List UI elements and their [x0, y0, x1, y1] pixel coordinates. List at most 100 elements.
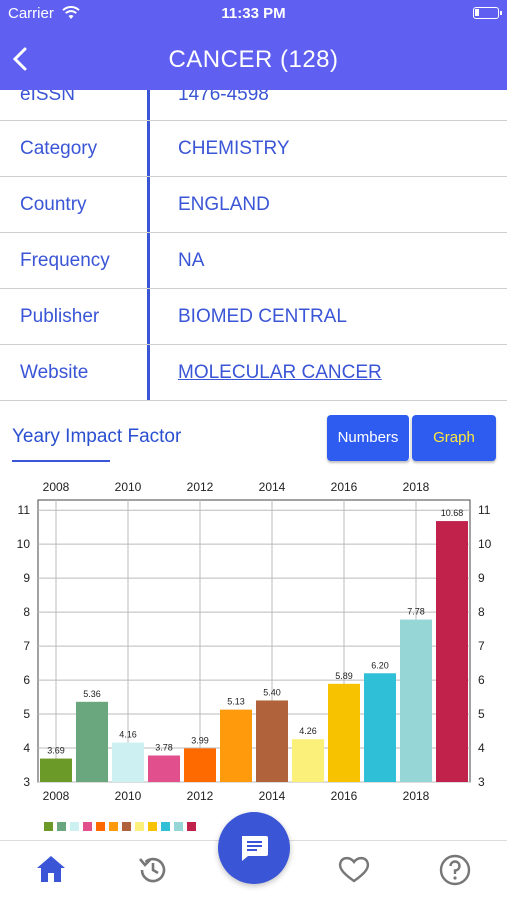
- row-divider: [147, 90, 150, 120]
- title-underline: [12, 460, 110, 462]
- bar-value-label: 5.40: [263, 687, 281, 697]
- y-tick-label-left: 7: [23, 639, 30, 653]
- legend-swatch: [161, 822, 170, 831]
- chevron-left-icon: [12, 47, 27, 71]
- chart-legend: [44, 818, 200, 831]
- journal-details-table: eISSN 1476-4598 Category CHEMISTRY Count…: [0, 90, 507, 401]
- graph-tab-button[interactable]: Graph: [412, 415, 496, 461]
- bar-value-label: 3.99: [191, 735, 209, 745]
- clock: 11:33 PM: [221, 5, 286, 22]
- detail-label: Publisher: [20, 306, 100, 327]
- detail-label: Country: [20, 194, 87, 215]
- heart-icon: [338, 856, 370, 883]
- bar-2010: [112, 742, 144, 782]
- bar-2014: [256, 700, 288, 782]
- detail-label: Category: [20, 138, 98, 159]
- legend-swatch: [70, 822, 79, 831]
- x-tick-label-top: 2018: [403, 480, 430, 494]
- y-tick-label-right: 9: [478, 571, 485, 585]
- wifi-icon: [62, 6, 80, 24]
- page-title: CANCER (128): [168, 46, 339, 73]
- bar-2016: [328, 683, 360, 782]
- bar-2015: [292, 739, 324, 782]
- website-link[interactable]: MOLECULAR CANCER: [178, 362, 382, 383]
- bar-2012: [184, 748, 216, 782]
- help-icon: [439, 854, 471, 886]
- y-tick-label-left: 5: [23, 707, 30, 721]
- legend-swatch: [83, 822, 92, 831]
- y-tick-label-right: 10: [478, 537, 492, 551]
- back-button[interactable]: [10, 46, 30, 77]
- battery-icon: [473, 7, 502, 19]
- x-tick-label-bottom: 2008: [43, 789, 70, 803]
- carrier-label: Carrier: [8, 5, 54, 22]
- detail-label: Website: [20, 362, 89, 383]
- legend-swatch: [44, 822, 53, 831]
- row-divider: [147, 121, 150, 176]
- bar-value-label: 5.36: [83, 689, 101, 699]
- detail-row-website: Website MOLECULAR CANCER: [0, 345, 507, 401]
- bar-value-label: 5.89: [335, 671, 353, 681]
- y-tick-label-right: 4: [478, 741, 485, 755]
- y-tick-label-right: 11: [478, 503, 491, 517]
- legend-swatch: [122, 822, 131, 831]
- bar-2013: [220, 709, 252, 782]
- y-tick-label-left: 11: [18, 503, 31, 517]
- legend-swatch: [174, 822, 183, 831]
- bar-2017: [364, 673, 396, 782]
- y-tick-label-left: 9: [23, 571, 30, 585]
- bar-2008: [40, 758, 72, 782]
- row-divider: [147, 177, 150, 232]
- legend-swatch: [109, 822, 118, 831]
- impact-factor-title: Yeary Impact Factor: [12, 426, 182, 447]
- tab-help[interactable]: [438, 853, 472, 892]
- legend-swatch: [96, 822, 105, 831]
- bar-2019: [436, 521, 468, 782]
- history-icon: [139, 857, 166, 883]
- numbers-tab-button[interactable]: Numbers: [327, 415, 410, 461]
- detail-row-country: Country ENGLAND: [0, 177, 507, 233]
- tab-history[interactable]: [136, 853, 170, 892]
- detail-value: BIOMED CENTRAL: [178, 306, 347, 327]
- detail-label: Frequency: [20, 250, 110, 271]
- detail-row-publisher: Publisher BIOMED CENTRAL: [0, 289, 507, 345]
- tab-favorites[interactable]: [337, 853, 371, 890]
- bar-value-label: 3.78: [155, 742, 173, 752]
- bar-value-label: 10.68: [441, 508, 464, 518]
- detail-row-frequency: Frequency NA: [0, 233, 507, 289]
- x-tick-label-top: 2014: [259, 480, 286, 494]
- chat-button[interactable]: [218, 812, 290, 884]
- bar-value-label: 7.78: [407, 607, 425, 617]
- x-tick-label-top: 2008: [43, 480, 70, 494]
- legend-swatch: [148, 822, 157, 831]
- impact-factor-chart: 3 3 4 4 5 5 6 6 7 7 8 8 9 9 10 10 11 11 2008 2008 2010 2010 20…: [17, 480, 492, 803]
- y-tick-label-left: 3: [23, 775, 30, 789]
- detail-value: NA: [178, 250, 205, 271]
- row-divider: [147, 345, 150, 400]
- detail-value: ENGLAND: [178, 194, 270, 215]
- legend-swatch: [187, 822, 196, 831]
- status-bar: Carrier 11:33 PM: [0, 0, 507, 28]
- y-tick-label-right: 8: [478, 605, 485, 619]
- row-divider: [147, 233, 150, 288]
- bar-value-label: 5.13: [227, 697, 245, 707]
- bar-value-label: 4.16: [119, 730, 137, 740]
- bar-value-label: 3.69: [47, 746, 65, 756]
- tab-home[interactable]: [34, 853, 68, 890]
- x-tick-label-bottom: 2018: [403, 789, 430, 803]
- home-icon: [37, 856, 65, 882]
- x-tick-label-bottom: 2010: [115, 789, 142, 803]
- x-tick-label-bottom: 2014: [259, 789, 286, 803]
- y-tick-label-left: 4: [23, 741, 30, 755]
- y-tick-label-right: 5: [478, 707, 485, 721]
- bar-2018: [400, 619, 432, 782]
- x-tick-label-top: 2016: [331, 480, 358, 494]
- detail-value: CHEMISTRY: [178, 138, 290, 159]
- detail-row-eissn: eISSN 1476-4598: [0, 90, 507, 121]
- bar-value-label: 6.20: [371, 660, 389, 670]
- y-tick-label-left: 8: [23, 605, 30, 619]
- y-tick-label-right: 3: [478, 775, 485, 789]
- x-tick-label-top: 2012: [187, 480, 214, 494]
- detail-row-category: Category CHEMISTRY: [0, 121, 507, 177]
- detail-value: 1476-4598: [178, 90, 269, 105]
